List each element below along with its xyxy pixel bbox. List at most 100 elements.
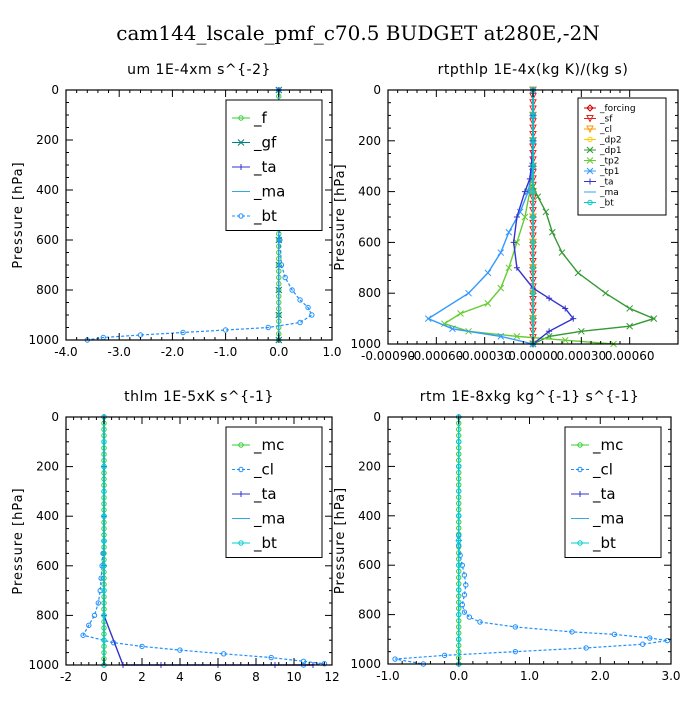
data-point: [101, 488, 107, 495]
panel-title: thlm 1E-5xK s^{-1}: [124, 389, 274, 405]
x-tick-label: 1.0: [520, 669, 539, 683]
data-point: [449, 325, 456, 333]
legend-entry: _dp2: [599, 136, 622, 146]
y-tick-label: 200: [358, 459, 381, 473]
data-point: [100, 550, 106, 557]
x-tick-label: 0.00030: [557, 349, 607, 363]
x-tick-label: -3.0: [107, 345, 130, 359]
legend-marker: [586, 146, 594, 154]
data-point: [457, 552, 463, 559]
y-tick-label: 0: [51, 83, 59, 97]
data-point: [583, 645, 589, 651]
data-point: [534, 193, 542, 201]
x-tick-label: -4.0: [54, 345, 77, 359]
y-axis-label: Pressure [hPa]: [11, 487, 26, 594]
data-point: [497, 284, 505, 292]
data-point: [456, 439, 462, 445]
legend-entry: _ma: [592, 510, 624, 529]
data-point: [466, 614, 473, 620]
data-point: [542, 208, 550, 216]
data-point: [513, 333, 521, 340]
chart-panel-2: rtpthlp 1E-4x(kg K)/(kg s) Pressure [hPa]…: [333, 62, 679, 363]
data-point: [530, 239, 536, 246]
data-point: [459, 562, 465, 568]
y-tick-label: 600: [358, 558, 381, 572]
data-point: [101, 637, 107, 643]
data-point: [497, 249, 505, 256]
x-tick-label: 2: [138, 670, 146, 684]
legend-entry: _f: [253, 109, 268, 128]
y-axis-label: Pressure [hPa]: [333, 487, 348, 594]
data-point: [465, 289, 472, 297]
y-tick-label: 800: [36, 608, 59, 622]
legend: _mc _cl _ta _ma _bt: [225, 426, 323, 558]
x-tick-label: 10: [286, 670, 301, 684]
data-point: [222, 327, 229, 333]
data-point: [570, 315, 577, 322]
x-tick-label: 0.0: [269, 345, 288, 359]
data-point: [484, 269, 492, 277]
data-point: [626, 305, 634, 312]
data-point: [139, 643, 145, 650]
legend-entry: _ta: [253, 158, 277, 177]
data-point: [80, 632, 86, 638]
data-point: [459, 602, 465, 608]
legend-marker: [577, 466, 583, 473]
legend-entry: _mc: [253, 436, 284, 455]
data-point: [497, 333, 505, 340]
data-point: [477, 619, 483, 625]
data-point: [456, 513, 462, 519]
data-point: [305, 304, 311, 311]
legend-entry: _sf: [599, 115, 613, 125]
data-point: [513, 239, 521, 246]
x-tick-label: -0.00030: [458, 349, 512, 363]
y-tick-label: 0: [373, 83, 381, 97]
legend-entry: _cl: [592, 461, 613, 480]
legend-marker: [587, 199, 593, 206]
legend-box: [577, 97, 667, 216]
figure-title: cam144_lscale_pmf_c70.5 BUDGET at280E,-2…: [116, 21, 599, 45]
legend-entry: _bt: [253, 207, 277, 226]
legend-entry: _ma: [599, 188, 619, 198]
y-tick-label: 600: [358, 235, 381, 249]
legend-entry: _gf: [253, 134, 277, 153]
data-point: [526, 175, 533, 182]
series-line: [512, 90, 575, 345]
data-point: [577, 327, 585, 335]
data-point: [530, 290, 536, 296]
data-point: [441, 652, 448, 659]
data-point: [513, 264, 520, 271]
data-point: [424, 315, 432, 322]
x-tick-label: 4: [176, 670, 184, 684]
data-point: [510, 239, 517, 246]
legend-entry: _cl: [599, 125, 612, 135]
x-tick-label: -2: [60, 670, 72, 684]
legend-marker: [577, 491, 583, 497]
y-tick-label: 1000: [350, 657, 381, 671]
x-tick-label: 1.0: [322, 345, 341, 359]
data-point: [505, 228, 513, 236]
legend-entry: _tp1: [599, 167, 619, 177]
data-point: [456, 562, 462, 568]
y-axis-label: Pressure [hPa]: [333, 163, 348, 270]
data-point: [101, 513, 107, 519]
data-point: [86, 622, 92, 629]
legend-marker: [586, 125, 594, 134]
y-tick-label: 400: [36, 509, 59, 523]
x-tick-label: 6: [214, 670, 222, 684]
legend-marker: [238, 115, 244, 121]
data-point: [463, 582, 469, 588]
data-point: [91, 612, 98, 619]
data-point: [530, 112, 536, 119]
legend-box: [225, 99, 323, 231]
data-point: [457, 310, 464, 317]
x-tick-label: -1.0: [214, 345, 237, 359]
panel-title: rtpthlp 1E-4x(kg K)/(kg s): [438, 62, 629, 78]
legend-entry: _tp2: [599, 157, 619, 167]
x-tick-label: 0.00000: [508, 349, 558, 363]
legend-marker: [238, 442, 244, 448]
data-point: [95, 600, 102, 606]
data-point: [626, 322, 634, 330]
data-point: [456, 537, 462, 544]
data-point: [461, 572, 468, 578]
